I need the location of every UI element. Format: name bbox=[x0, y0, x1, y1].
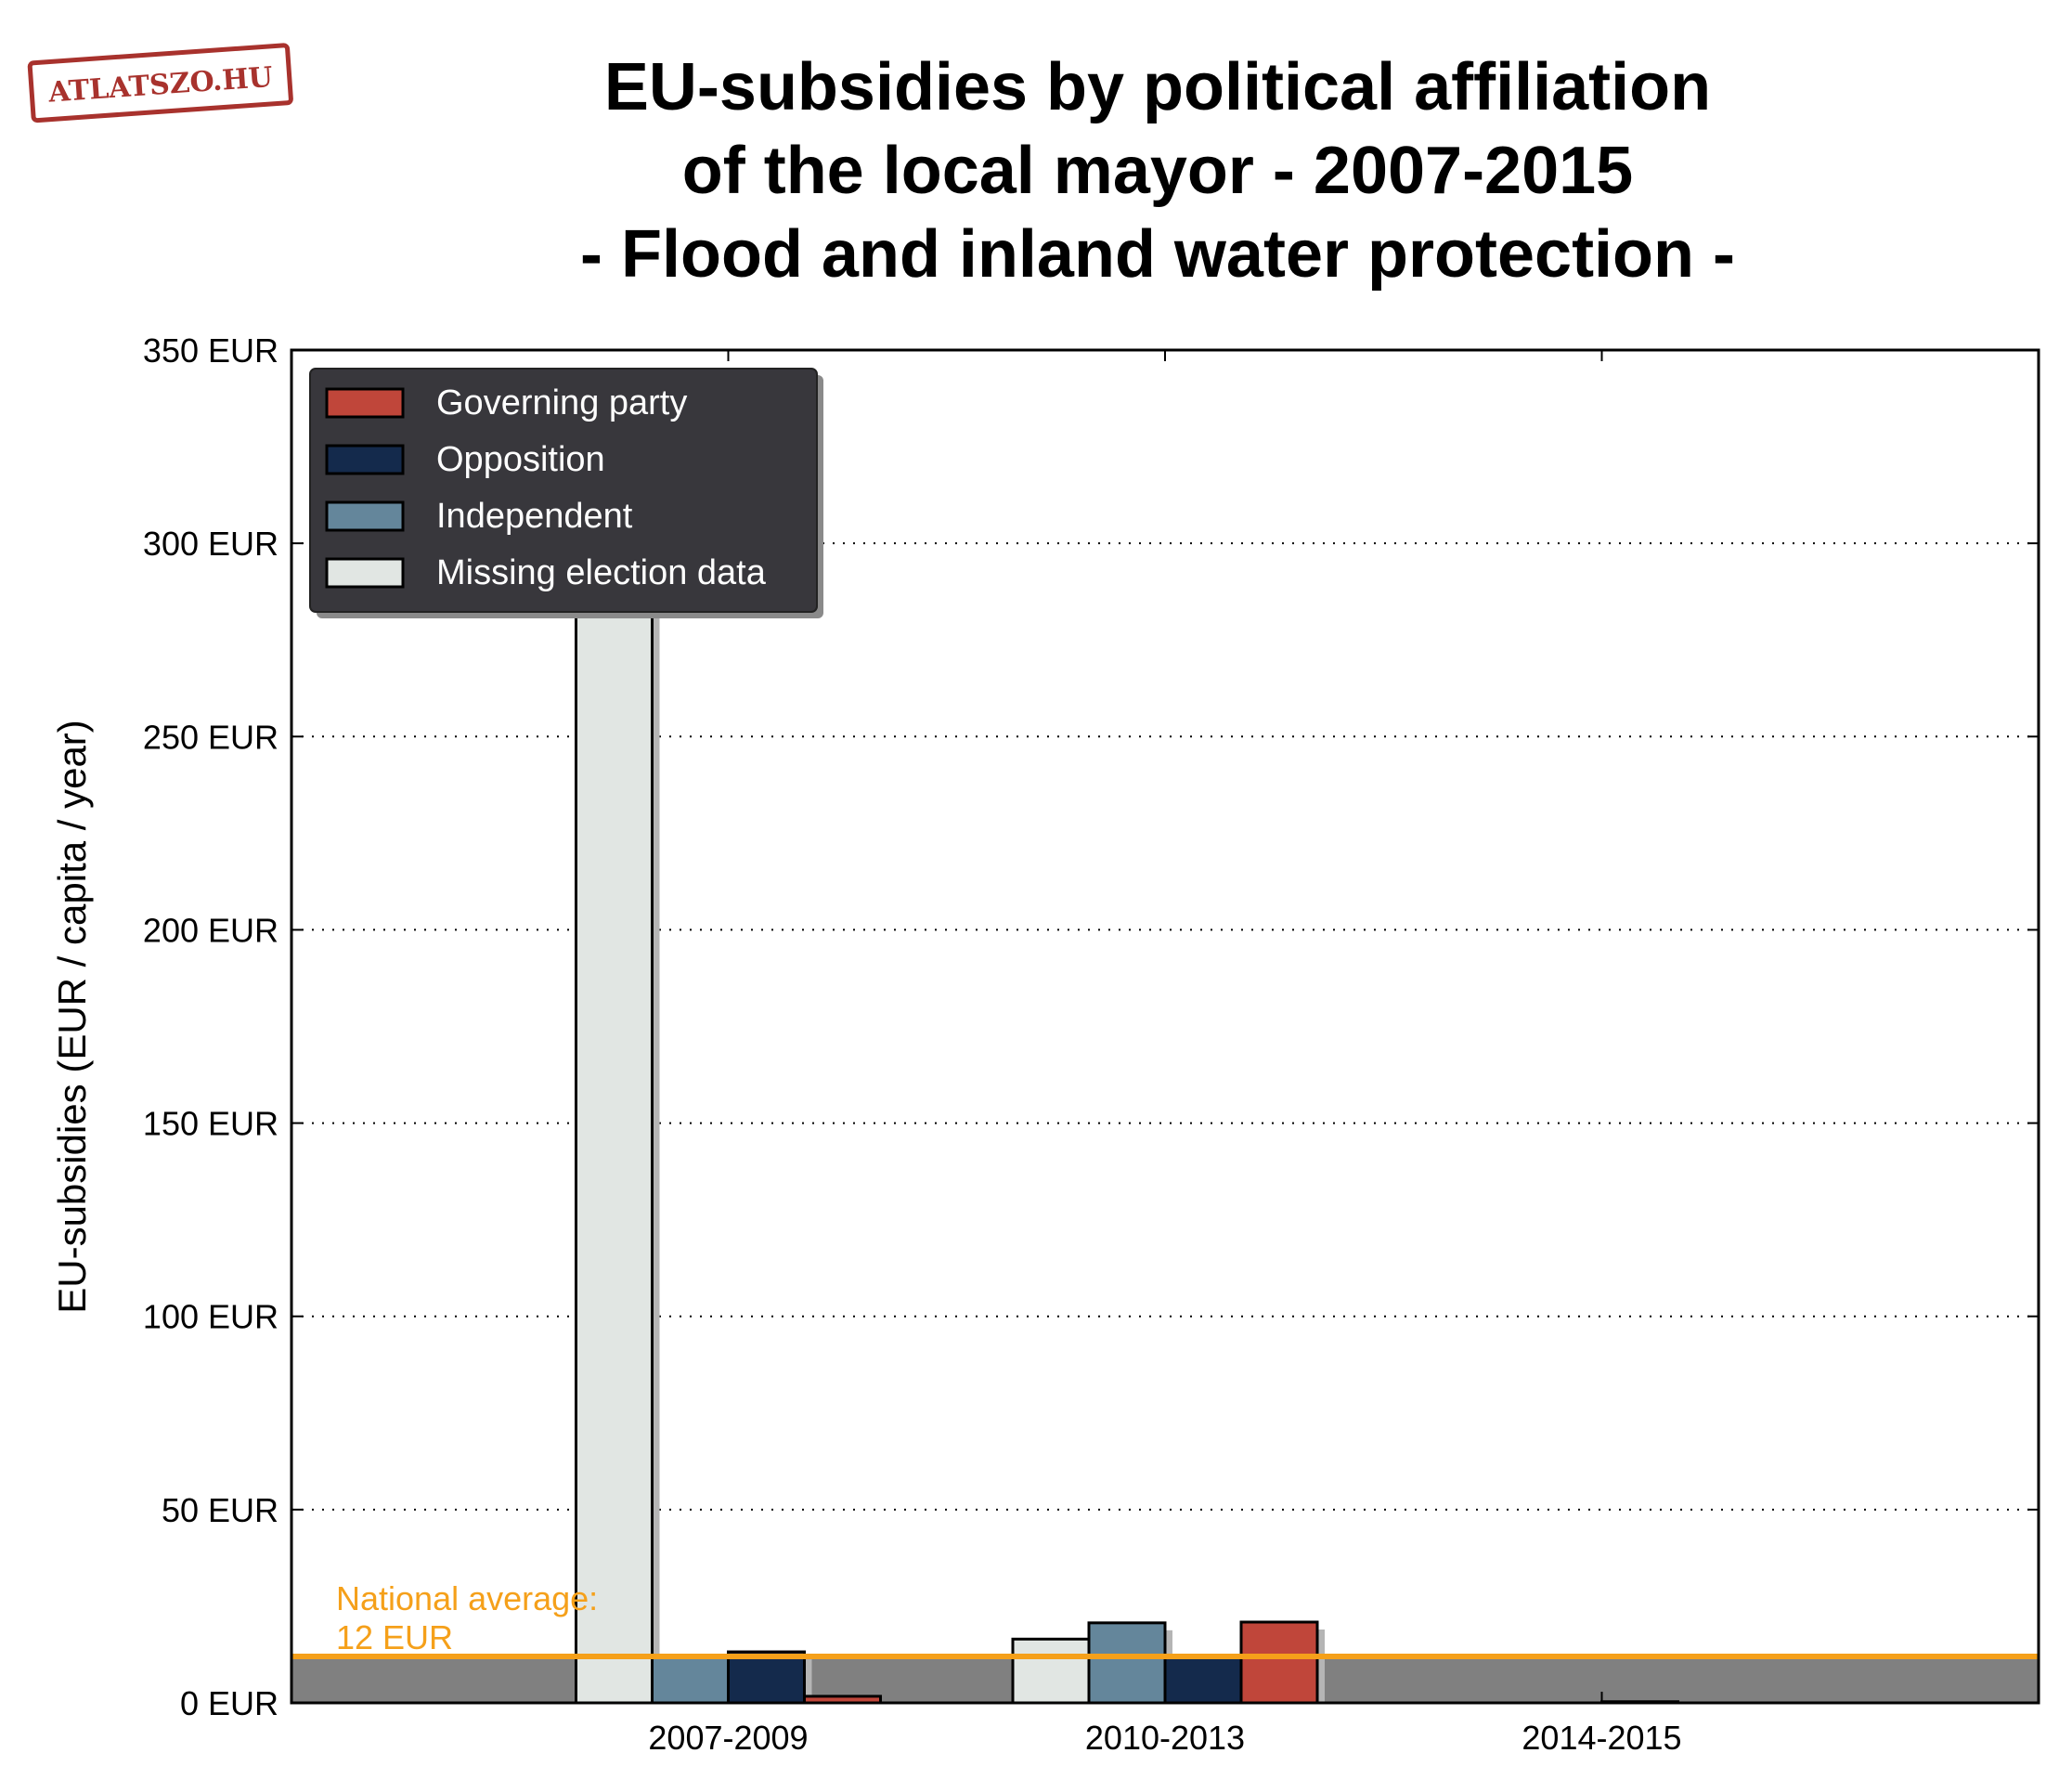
national-average-label: National average: bbox=[336, 1579, 598, 1617]
bar-governing-party-2010-2013 bbox=[1239, 1620, 1319, 1705]
y-tick-label: 50 EUR bbox=[162, 1491, 278, 1529]
legend-swatch bbox=[325, 444, 405, 475]
legend-swatch bbox=[325, 557, 405, 589]
legend-swatch bbox=[325, 387, 405, 419]
y-tick-label: 150 EUR bbox=[143, 1105, 278, 1143]
plot-area: National average:12 EUR 0 EUR 50 EUR 100 EU… bbox=[143, 331, 2040, 1757]
y-tick-label: 250 EUR bbox=[143, 718, 278, 756]
x-tick-label: 2014-2015 bbox=[1522, 1719, 1681, 1757]
chart-title: EU-subsidies by political affiliation of… bbox=[580, 50, 1735, 292]
y-tick-label: 200 EUR bbox=[143, 911, 278, 949]
legend-label: Independent bbox=[436, 497, 633, 536]
title-line-2: of the local mayor - 2007-2015 bbox=[682, 134, 1633, 208]
bar-independent-2007-2009 bbox=[651, 1656, 730, 1705]
legend: Governing party Opposition Independent Miss… bbox=[309, 368, 823, 618]
logo-text: ATLATSZO.HU bbox=[46, 61, 274, 110]
atlatszo-logo: ATLATSZO.HU bbox=[27, 43, 293, 123]
y-axis-label: EU-subsidies (EUR / capita / year) bbox=[50, 720, 94, 1314]
bar-missing-election-data-2010-2013 bbox=[1011, 1637, 1091, 1705]
legend-swatch bbox=[325, 500, 405, 532]
y-tick-label: 0 EUR bbox=[180, 1684, 278, 1722]
legend-label: Governing party bbox=[436, 383, 687, 422]
bar-opposition-2007-2009 bbox=[727, 1650, 806, 1705]
y-tick-label: 300 EUR bbox=[143, 525, 278, 563]
bar-missing-election-data-2007-2009 bbox=[575, 541, 654, 1705]
bar-independent-2010-2013 bbox=[1087, 1621, 1167, 1705]
bar-opposition-2010-2013 bbox=[1163, 1656, 1243, 1705]
title-line-3: - Flood and inland water protection - bbox=[580, 217, 1735, 292]
legend-label: Opposition bbox=[436, 440, 605, 479]
x-tick-label: 2010-2013 bbox=[1085, 1719, 1245, 1757]
legend-label: Missing election data bbox=[436, 553, 767, 592]
national-average-value: 12 EUR bbox=[336, 1618, 453, 1656]
y-tick-label: 100 EUR bbox=[143, 1298, 278, 1336]
title-line-1: EU-subsidies by political affiliation bbox=[604, 50, 1711, 124]
legend-box bbox=[309, 368, 818, 613]
x-tick-label: 2007-2009 bbox=[648, 1719, 808, 1757]
y-tick-label: 350 EUR bbox=[143, 331, 278, 370]
